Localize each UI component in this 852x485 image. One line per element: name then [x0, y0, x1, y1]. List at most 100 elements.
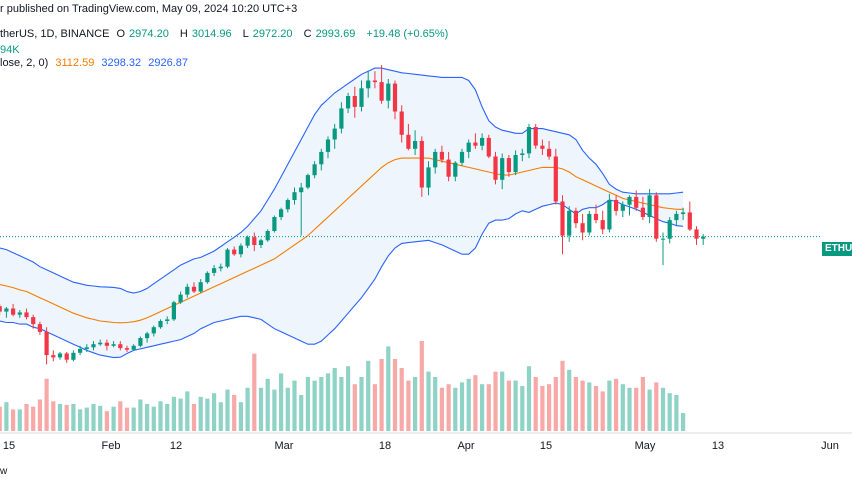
candle [171, 300, 176, 321]
bollinger-lower-line [0, 199, 684, 359]
volume-bar [212, 393, 217, 431]
candle [346, 92, 351, 114]
volume-bar [473, 375, 478, 431]
volume-bar [64, 404, 69, 431]
volume-bar [520, 386, 525, 431]
candle [305, 173, 310, 190]
volume-bar [513, 380, 518, 431]
candle [547, 141, 552, 160]
candle [533, 123, 538, 149]
candle-body [567, 210, 572, 236]
candle-body [600, 220, 605, 230]
candle-body [232, 249, 237, 255]
candle-body [104, 342, 109, 346]
volume-bar [305, 377, 310, 431]
volume-bar [265, 378, 270, 431]
x-axis-label: 13 [712, 440, 724, 452]
candle-body [446, 159, 451, 177]
candle [600, 210, 605, 235]
candle-body [433, 151, 438, 168]
volume-bar [500, 371, 505, 431]
candle [480, 133, 485, 151]
volume-bar [634, 387, 639, 431]
candle [560, 195, 565, 255]
candle [191, 282, 197, 293]
candle [419, 136, 424, 197]
volume-bar [91, 404, 96, 431]
candle [352, 86, 357, 118]
candle-body [513, 155, 518, 173]
volume-bar [0, 406, 2, 431]
candle-body [466, 142, 471, 152]
bottom-left-text: w [0, 466, 8, 477]
candle-body [165, 319, 170, 321]
candle [37, 321, 42, 335]
x-axis-label: 18 [379, 440, 391, 452]
volume-bar [399, 368, 404, 431]
candle [587, 210, 592, 236]
candle [413, 130, 418, 155]
candle-body [352, 96, 357, 107]
volume-bar [232, 395, 237, 431]
candle [205, 271, 210, 284]
volume-bar [17, 409, 22, 431]
candle [299, 182, 304, 236]
symbol-label: therUS, 1D, BINANCE [0, 28, 110, 40]
volume-bar [433, 377, 438, 431]
high-value: 3014.96 [191, 28, 232, 40]
volume-bar [299, 395, 304, 431]
candle [553, 148, 558, 205]
volume-bar [218, 402, 223, 431]
bollinger-basis-line [0, 157, 684, 324]
x-axis-label: Jun [821, 440, 839, 452]
candle-body [694, 229, 699, 239]
volume-bar [245, 387, 250, 431]
candle [674, 210, 679, 227]
candle [198, 279, 203, 293]
candle-body [292, 192, 297, 200]
bb-basis-value: 3112.59 [55, 57, 95, 69]
volume-bar [272, 389, 277, 431]
candle [0, 303, 2, 315]
candle-body [681, 212, 686, 214]
candle [138, 336, 143, 348]
candle-body [84, 347, 89, 349]
volume-bar [593, 386, 599, 431]
x-axis-labels: 15 Feb 12 Mar 18 Apr 15 May 13 Jun [3, 440, 839, 452]
candle [614, 195, 619, 216]
close-label: C [303, 28, 312, 40]
candle [433, 148, 438, 174]
volume-bar [614, 378, 619, 431]
candle-body [560, 201, 565, 236]
candle [118, 341, 123, 351]
volume-bar [78, 409, 83, 431]
x-axis-label: Mar [275, 440, 294, 452]
candle [131, 344, 136, 351]
volume-bar [11, 409, 16, 431]
candle [640, 196, 645, 221]
candle [366, 71, 371, 98]
candle-body [131, 345, 136, 350]
volume-bar [647, 389, 652, 431]
candle-body [4, 308, 9, 312]
volume-bar [660, 387, 666, 431]
low-value: 2972.20 [252, 28, 293, 40]
candle [701, 234, 706, 245]
candle-body [654, 195, 659, 239]
candle [64, 352, 69, 363]
candle [104, 339, 109, 351]
candle-body [526, 127, 532, 154]
candle [124, 345, 130, 352]
volume-bar [587, 382, 592, 431]
candle-body [359, 88, 364, 107]
volume-bar [4, 402, 9, 431]
volume-bar [540, 386, 545, 431]
volume-bar [426, 371, 431, 431]
candle-body [51, 355, 56, 358]
candle [379, 65, 384, 104]
candle-body [419, 141, 424, 188]
candle-body [540, 145, 545, 149]
candle-body [587, 213, 592, 233]
candle-body [459, 151, 465, 163]
